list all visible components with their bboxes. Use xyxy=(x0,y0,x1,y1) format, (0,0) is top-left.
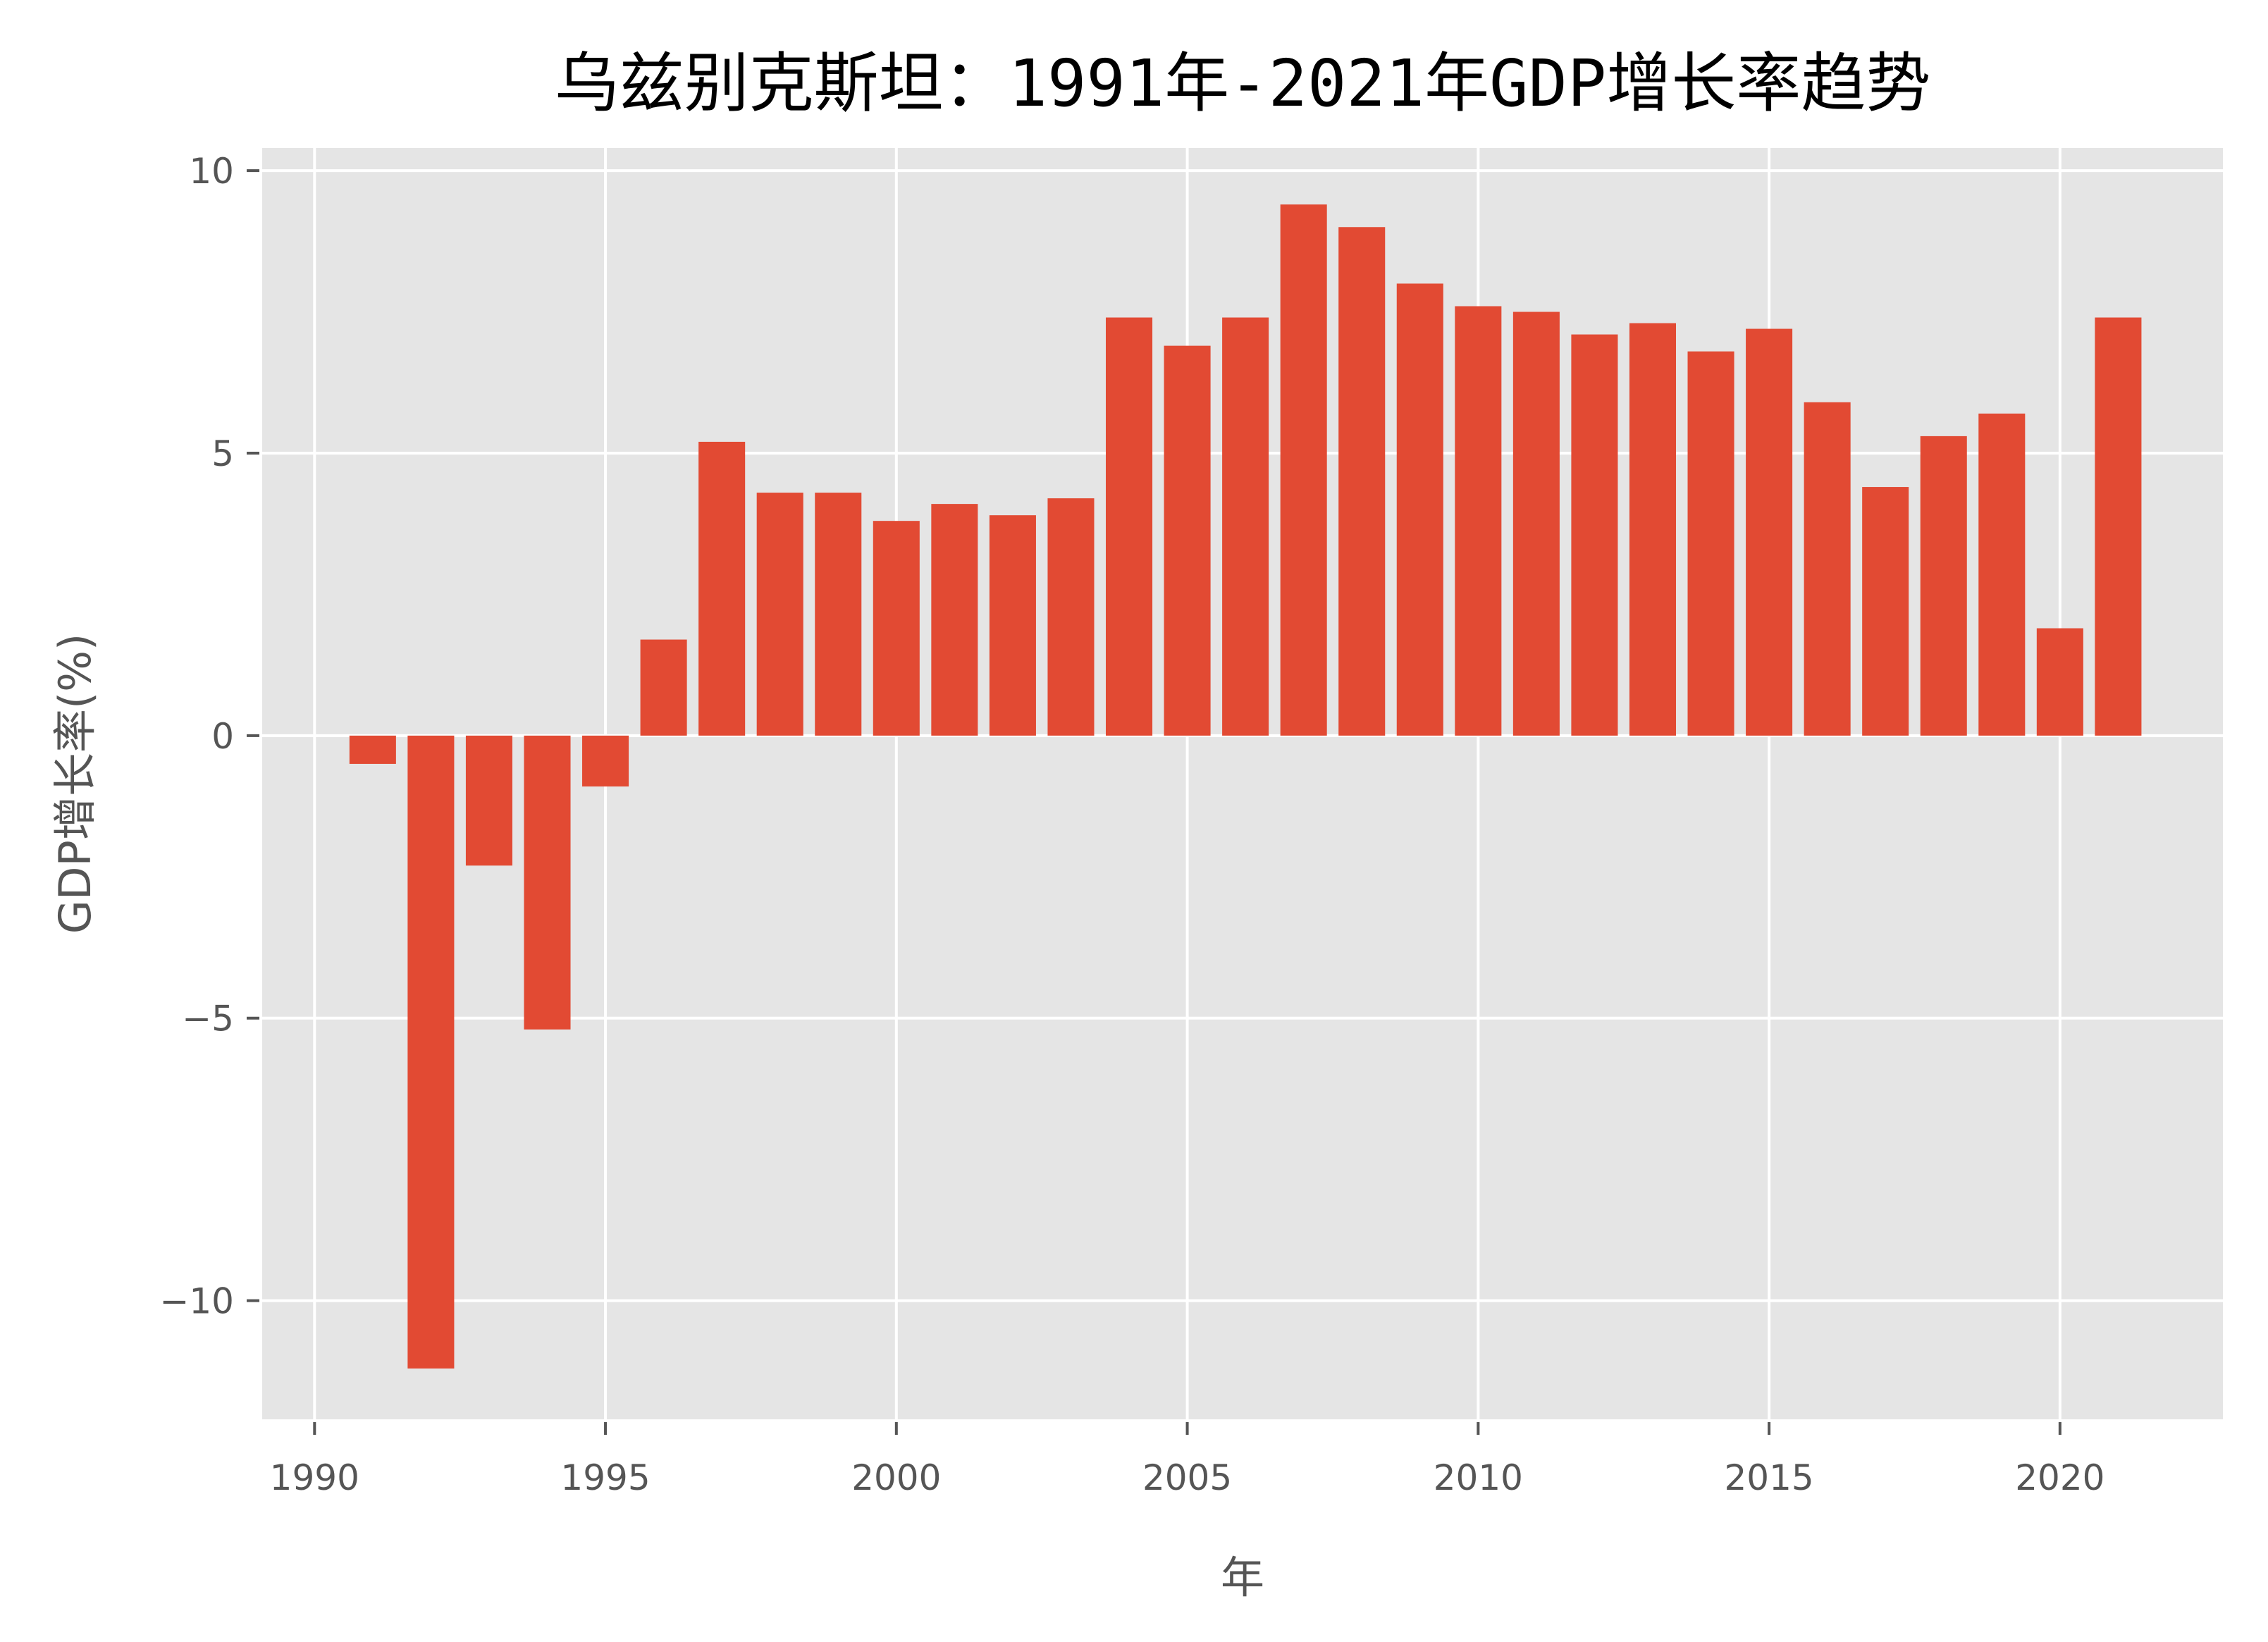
bar-2000 xyxy=(873,521,920,736)
bar-2002 xyxy=(989,515,1036,736)
bar-2019 xyxy=(1978,413,2026,736)
x-tick-label: 2000 xyxy=(851,1457,941,1498)
x-axis-label: 年 xyxy=(1221,1552,1264,1603)
y-axis-ticks: −10 −5 0 5 10 xyxy=(159,151,259,1322)
bar-2004 xyxy=(1106,317,1153,736)
bar-1991 xyxy=(349,735,396,764)
bar-2020 xyxy=(2036,628,2083,736)
bar-2008 xyxy=(1338,227,1386,736)
bar-1992 xyxy=(407,735,455,1369)
y-tick-label: −10 xyxy=(159,1281,234,1322)
chart-title: 乌兹别克斯坦：1991年-2021年GDP增长率趋势 xyxy=(555,46,1931,121)
bar-2011 xyxy=(1512,311,1560,736)
bar-2013 xyxy=(1629,323,1677,736)
bar-1996 xyxy=(640,639,687,736)
bar-2018 xyxy=(1920,436,1967,736)
bar-1995 xyxy=(582,735,629,787)
x-axis-ticks: 1990 1995 2000 2005 2010 2015 2020 xyxy=(270,1422,2104,1498)
x-tick-label: 2005 xyxy=(1142,1457,1232,1498)
bar-2017 xyxy=(1862,487,1909,736)
bar-2012 xyxy=(1571,334,1618,736)
y-tick-label: −5 xyxy=(182,999,234,1039)
bar-1999 xyxy=(815,493,862,736)
bar-2010 xyxy=(1455,306,1502,736)
bar-2003 xyxy=(1047,498,1095,736)
bar-2015 xyxy=(1746,328,1793,736)
y-axis-label: GDP增长率(%) xyxy=(49,634,101,934)
y-tick-label: 10 xyxy=(189,151,234,192)
x-tick-label: 1990 xyxy=(270,1457,359,1498)
bar-2006 xyxy=(1222,317,1269,736)
bar-2009 xyxy=(1396,283,1443,736)
bar-1998 xyxy=(756,493,803,736)
x-tick-label: 1995 xyxy=(560,1457,650,1498)
y-tick-label: 5 xyxy=(211,433,234,474)
bars xyxy=(349,204,2142,1369)
bar-2014 xyxy=(1687,351,1734,736)
x-tick-label: 2015 xyxy=(1724,1457,1813,1498)
bar-2007 xyxy=(1280,204,1327,736)
bar-2021 xyxy=(2095,317,2142,736)
x-tick-label: 2020 xyxy=(2015,1457,2104,1498)
bar-1997 xyxy=(698,441,746,736)
bar-1994 xyxy=(524,735,571,1030)
bar-2005 xyxy=(1164,345,1211,736)
x-tick-label: 2010 xyxy=(1434,1457,1523,1498)
bar-2016 xyxy=(1804,402,1851,736)
bar-1993 xyxy=(465,735,512,866)
bar-2001 xyxy=(931,504,978,736)
y-tick-label: 0 xyxy=(211,716,234,757)
